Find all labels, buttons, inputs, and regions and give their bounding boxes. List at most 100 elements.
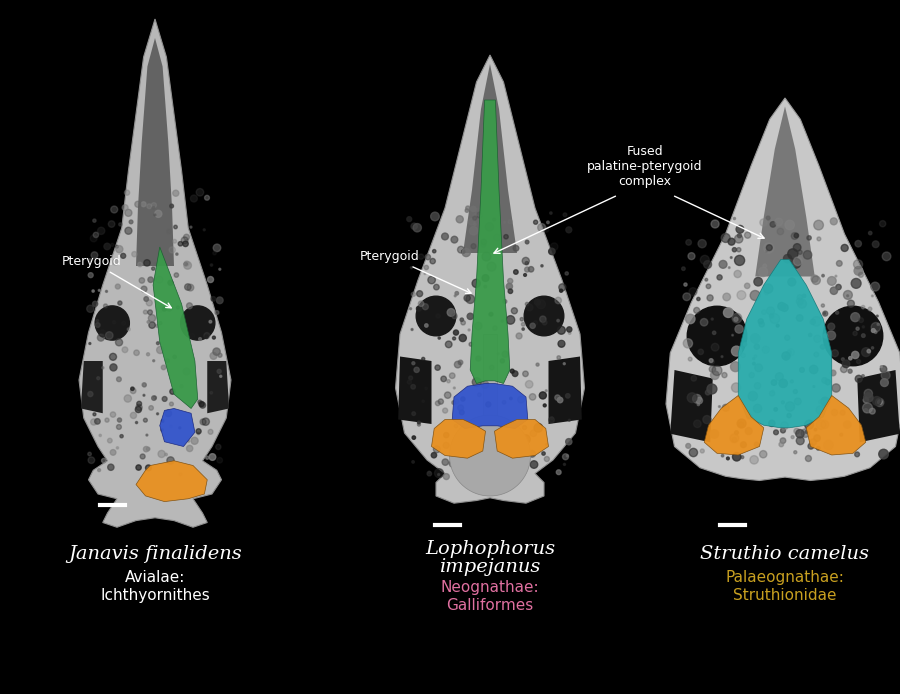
Circle shape — [684, 283, 687, 286]
Circle shape — [417, 291, 423, 296]
Circle shape — [88, 391, 93, 396]
Circle shape — [501, 320, 503, 322]
Circle shape — [184, 262, 192, 269]
Circle shape — [704, 260, 712, 269]
Text: Pterygoid: Pterygoid — [62, 255, 171, 308]
Circle shape — [89, 343, 91, 344]
Circle shape — [686, 443, 690, 448]
Circle shape — [814, 352, 819, 357]
Circle shape — [741, 442, 746, 448]
Circle shape — [492, 326, 497, 330]
Circle shape — [191, 437, 198, 444]
Circle shape — [503, 300, 507, 303]
Circle shape — [491, 462, 500, 471]
Circle shape — [557, 397, 562, 403]
Circle shape — [814, 335, 821, 343]
Circle shape — [119, 223, 122, 226]
Circle shape — [170, 204, 174, 208]
Circle shape — [484, 475, 491, 481]
Circle shape — [464, 295, 471, 301]
Circle shape — [546, 221, 549, 223]
Circle shape — [173, 190, 179, 196]
Circle shape — [99, 434, 102, 437]
Circle shape — [197, 432, 200, 434]
Circle shape — [534, 321, 537, 325]
Circle shape — [871, 347, 874, 349]
Circle shape — [465, 209, 469, 212]
Circle shape — [861, 334, 865, 337]
Circle shape — [522, 257, 529, 264]
Text: Struthio camelus: Struthio camelus — [700, 545, 869, 563]
Circle shape — [115, 284, 121, 289]
Circle shape — [698, 239, 706, 248]
Circle shape — [713, 331, 716, 335]
Circle shape — [778, 268, 784, 273]
Circle shape — [434, 446, 440, 452]
Circle shape — [482, 426, 491, 434]
Circle shape — [830, 287, 838, 294]
Circle shape — [710, 430, 718, 438]
Circle shape — [558, 340, 565, 347]
Circle shape — [868, 231, 872, 235]
Circle shape — [216, 444, 221, 450]
Circle shape — [97, 335, 104, 341]
Circle shape — [827, 331, 835, 340]
Circle shape — [795, 398, 801, 405]
Circle shape — [503, 221, 506, 223]
Circle shape — [733, 452, 741, 461]
Circle shape — [118, 301, 122, 305]
Circle shape — [877, 315, 878, 317]
Circle shape — [734, 431, 738, 434]
Circle shape — [424, 273, 426, 275]
Circle shape — [425, 387, 427, 390]
Circle shape — [878, 400, 882, 405]
Polygon shape — [160, 409, 195, 446]
Circle shape — [179, 427, 181, 429]
Circle shape — [563, 363, 565, 365]
Circle shape — [872, 241, 879, 248]
Circle shape — [454, 295, 456, 297]
Circle shape — [508, 289, 513, 294]
Circle shape — [217, 457, 222, 463]
Circle shape — [814, 435, 820, 441]
Circle shape — [493, 432, 502, 441]
Circle shape — [820, 345, 825, 349]
Circle shape — [721, 233, 730, 242]
Circle shape — [797, 294, 803, 300]
Circle shape — [762, 346, 770, 353]
Circle shape — [134, 350, 140, 355]
Circle shape — [146, 434, 148, 436]
Circle shape — [411, 292, 416, 296]
Circle shape — [732, 346, 742, 356]
Circle shape — [734, 317, 738, 321]
Circle shape — [461, 321, 465, 325]
Circle shape — [154, 262, 158, 266]
Circle shape — [200, 403, 205, 408]
Circle shape — [788, 278, 796, 286]
Circle shape — [760, 450, 767, 458]
Circle shape — [418, 301, 424, 307]
Circle shape — [796, 437, 805, 445]
Circle shape — [102, 334, 104, 337]
Circle shape — [108, 221, 115, 228]
Circle shape — [208, 430, 213, 434]
Circle shape — [422, 400, 425, 403]
Circle shape — [151, 203, 157, 208]
Circle shape — [438, 337, 440, 339]
Circle shape — [770, 314, 779, 323]
Circle shape — [526, 240, 529, 244]
Circle shape — [409, 376, 412, 380]
Circle shape — [153, 359, 155, 362]
Circle shape — [758, 319, 763, 324]
Circle shape — [836, 285, 842, 290]
Circle shape — [535, 299, 540, 305]
Circle shape — [460, 318, 464, 321]
Circle shape — [700, 319, 707, 326]
Circle shape — [141, 286, 147, 292]
Circle shape — [212, 251, 216, 255]
Circle shape — [158, 307, 163, 312]
Polygon shape — [136, 38, 174, 266]
Circle shape — [115, 246, 118, 248]
Circle shape — [752, 357, 755, 359]
Circle shape — [180, 384, 184, 388]
